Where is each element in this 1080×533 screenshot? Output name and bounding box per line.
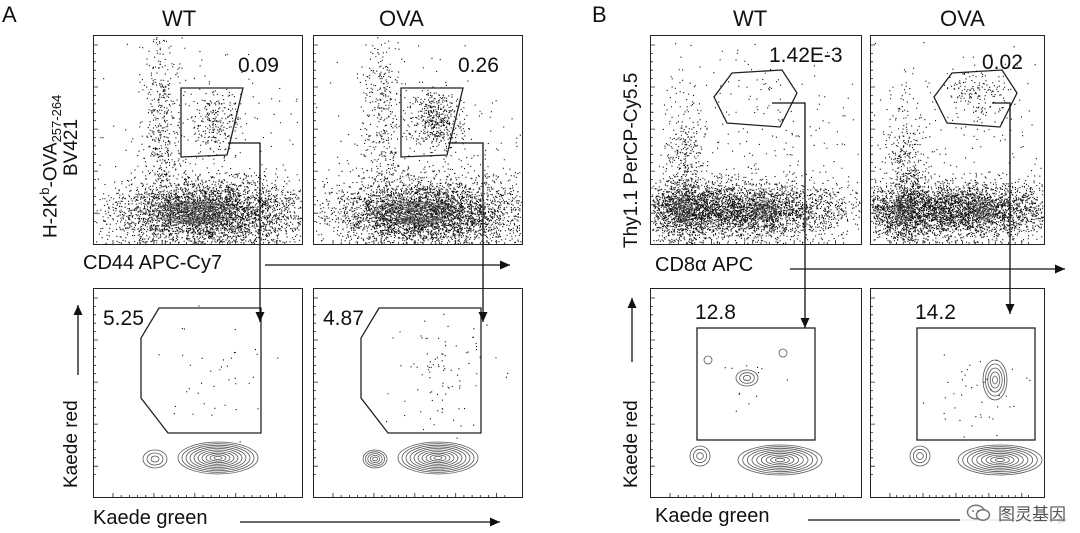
aTopOVA-gated-dots <box>405 70 470 162</box>
gate-value-b-top-wt: 1.42E-3 <box>769 44 843 67</box>
aTopOVA-main-dots <box>316 154 522 245</box>
gate-arrow-a-ova <box>448 142 484 322</box>
bTopOVA-ticks <box>870 44 1029 245</box>
panel-b-letter: B <box>592 2 607 27</box>
bTopWT-left-contours <box>673 197 693 223</box>
bTopWT-right-contours <box>753 199 777 221</box>
aBotWT-gated-dots <box>158 305 279 443</box>
bBotOVA-main-contours <box>957 444 1043 476</box>
bTopWT-stream-dots <box>652 44 723 245</box>
col-title-a-wt: WT <box>162 6 197 31</box>
col-title-a-ova: OVA <box>379 6 424 31</box>
aBotWT-left-contours <box>142 449 168 469</box>
watermark-text: 图灵基因 <box>998 505 1066 524</box>
bTopOVA-stream-dots <box>879 67 937 243</box>
aTopWT-main-dots <box>96 143 302 244</box>
aTopWT-ticks <box>93 44 286 245</box>
y-axis-label-a-bottom: Kaede red <box>61 400 82 488</box>
gate-value-a-top-wt: 0.09 <box>238 54 279 77</box>
gate-value-b-bot-ova: 14.2 <box>915 301 956 324</box>
bTopOVA-main-dots <box>872 162 1044 244</box>
gate-arrow-a-wt-head <box>255 312 265 322</box>
bBotOVA-ticks <box>870 297 1029 498</box>
bBotWT-gated-dots <box>724 365 788 412</box>
bBotWT-gated-dot-contour-1 <box>703 355 713 365</box>
aBotWT-gate <box>140 307 262 434</box>
aBotOVA-gated-dots <box>386 313 509 439</box>
bBotWT-left-contours <box>689 445 711 467</box>
bTopWT-gated-dots <box>714 69 781 111</box>
bBotWT-main-contours <box>737 444 823 476</box>
plot-b-bot-ova <box>870 288 1045 498</box>
x-axis-label-a-top: CD44 APC-Cy7 <box>83 252 222 274</box>
bTopOVA-left-contours <box>893 197 913 223</box>
arrow-y-b-bottom-head <box>627 298 637 308</box>
y-axis-label-a-top: H-2Kb-OVA257-264 <box>37 94 65 238</box>
x-axis-label-b-bottom: Kaede green <box>655 505 770 527</box>
aBotOVA-left-contours <box>362 449 388 469</box>
bBotWT-gated-dot-contour-2 <box>778 348 788 358</box>
aTopOVA-ticks <box>313 44 506 245</box>
gate-arrow-a-ova-head <box>478 312 488 322</box>
bBotOVA-left-contours <box>909 445 931 467</box>
bTopWT-bg-dots <box>657 43 859 243</box>
gate-value-b-top-ova: 0.02 <box>982 51 1023 74</box>
bTopOVA-right-contours <box>973 199 997 221</box>
watermark: 图灵基因 <box>960 498 1072 527</box>
bBotWT-gate <box>696 327 816 441</box>
x-axis-label-b-top: CD8α APC <box>655 254 754 276</box>
col-title-b-ova: OVA <box>940 6 985 31</box>
gate-arrow-b-ova-head <box>1005 304 1015 314</box>
wechat-icon <box>966 503 991 521</box>
gate-arrow-b-wt <box>772 102 806 328</box>
aTopOVA-gate <box>400 87 464 158</box>
aBotWT-main-contours <box>177 441 259 475</box>
aTopWT-gate <box>180 87 244 158</box>
arrow-x-a-bottom-head <box>490 517 500 527</box>
bBotOVA-gate <box>916 327 1036 441</box>
gate-value-a-top-ova: 0.26 <box>458 54 499 77</box>
gate-value-a-bot-wt: 5.25 <box>103 307 144 330</box>
y-axis-label-a-top-line2: BV421 <box>61 118 82 176</box>
arrow-x-b-top-head <box>1055 264 1065 274</box>
aTopWT-gated-dots <box>185 88 248 161</box>
aBotOVA-main-contours <box>397 441 479 475</box>
bBotOVA-gated-contours <box>982 359 1008 401</box>
bTopWT-gate <box>713 69 798 128</box>
aTopWT-stream-dots <box>137 37 201 244</box>
col-title-b-wt: WT <box>733 6 768 31</box>
gate-arrow-b-ova <box>992 102 1011 314</box>
gate-value-b-bot-wt: 12.8 <box>695 301 736 324</box>
y-axis-label-b-bottom: Kaede red <box>621 400 642 488</box>
aTopOVA-stream-dots <box>353 37 411 244</box>
bTopOVA-gate <box>933 69 1018 128</box>
plot-b-bot-wt <box>650 288 862 498</box>
gate-arrow-b-wt-head <box>800 318 810 328</box>
arrow-x-a-top-head <box>500 260 510 270</box>
aBotOVA-gate <box>360 307 482 434</box>
bBotOVA-gated-dots <box>922 354 1031 438</box>
gate-arrow-a-wt <box>228 142 261 322</box>
bTopWT-ticks <box>650 44 845 245</box>
bBotWT-ticks <box>650 297 845 498</box>
aBotWT-ticks <box>93 297 286 498</box>
aTopWT-contours <box>153 201 239 225</box>
gate-value-a-bot-ova: 4.87 <box>323 307 364 330</box>
aBotOVA-ticks <box>313 297 506 498</box>
x-axis-label-a-bottom: Kaede green <box>93 507 208 529</box>
y-axis-label-b-top: Thy1.1 PerCP-Cy5.5 <box>621 72 642 248</box>
bBotWT-gated-contours <box>735 369 759 387</box>
panel-a-letter: A <box>2 2 17 27</box>
bTopWT-main-dots <box>652 155 861 244</box>
arrow-y-a-bottom-head <box>73 305 83 315</box>
aTopOVA-contours <box>373 201 459 225</box>
